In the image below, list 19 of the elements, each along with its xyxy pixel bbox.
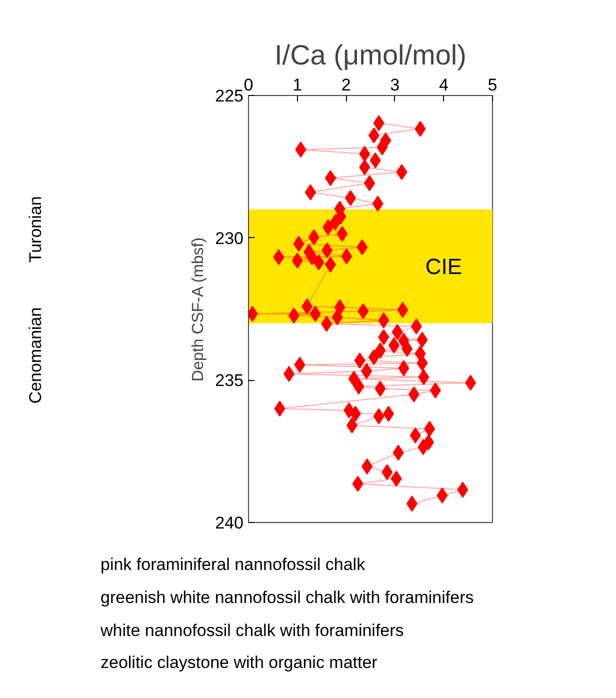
- x-tick-label: 2: [341, 76, 351, 94]
- y-tick-label: 225: [215, 86, 244, 106]
- y-tick-label: 235: [215, 371, 244, 390]
- x-tick-label: 4: [438, 76, 448, 94]
- text: Cenomanian: [26, 307, 45, 404]
- band-label: CIE: [425, 254, 462, 279]
- x-tick-label: 3: [390, 76, 400, 94]
- x-tick-label: 0: [244, 76, 254, 94]
- x-tick-label: 1: [292, 76, 302, 94]
- y-tick-label: 240: [215, 514, 244, 532]
- x-axis-title: I/Ca (μmol/mol): [274, 40, 466, 70]
- text: greenish white nannofossil chalk with foraminifers: [100, 588, 474, 607]
- x-tick-label: 5: [488, 76, 498, 94]
- y-tick-label: 230: [215, 228, 244, 248]
- text: white nannofossil chalk with foraminifers: [100, 621, 404, 640]
- text: pink foraminiferal nannofossil chalk: [100, 555, 366, 574]
- text: zeolitic claystone with organic matter: [100, 653, 378, 672]
- y-axis-title: Depth CSF-A (mbsf): [190, 237, 208, 382]
- text: Turonian: [26, 196, 45, 263]
